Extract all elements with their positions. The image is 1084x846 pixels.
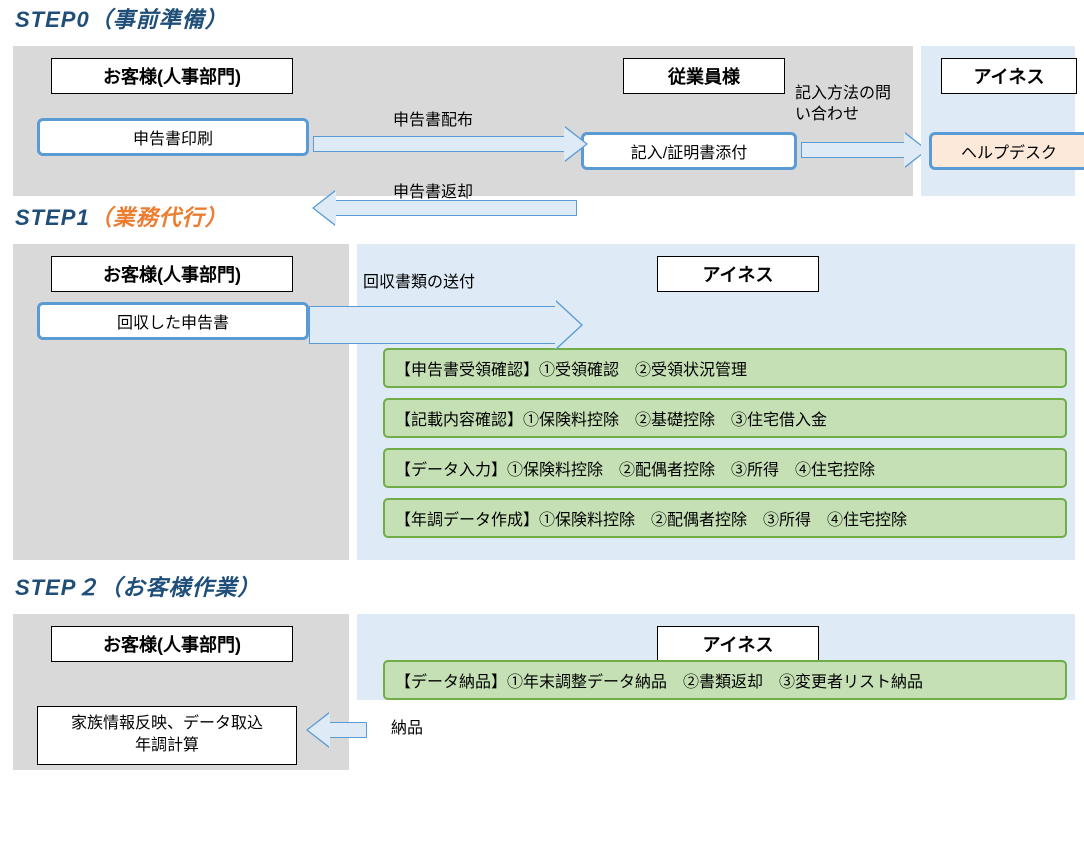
step0-helpdesk-box: ヘルプデスク	[929, 132, 1084, 170]
step0-fill-box: 記入/証明書添付	[581, 132, 797, 170]
step2-family-box: 家族情報反映、データ取込 年調計算	[37, 706, 297, 765]
step1-send-label: 回収書類の送付	[363, 268, 475, 292]
step1-task1: 【申告書受領確認】①受領確認 ②受領状況管理	[383, 348, 1067, 388]
step1-task3: 【データ入力】①保険料控除 ②配偶者控除 ③所得 ④住宅控除	[383, 448, 1067, 488]
step1-task4: 【年調データ作成】①保険料控除 ②配偶者控除 ③所得 ④住宅控除	[383, 498, 1067, 538]
step2-family-text: 家族情報反映、データ取込 年調計算	[71, 715, 263, 754]
step1-collected-box: 回収した申告書	[37, 302, 309, 340]
step1-title-sub: （業務代行）	[90, 205, 228, 230]
step0-distribute-label: 申告書配布	[393, 106, 473, 130]
step2-title-main: STEP２	[15, 575, 99, 600]
step2-right-panel: アイネス 【データ納品】①年末調整データ納品 ②書類返却 ③変更者リスト納品	[357, 614, 1075, 700]
arrow-send	[309, 306, 556, 344]
step0-employee-header: 従業員様	[623, 58, 785, 94]
step2-left-panel: お客様(人事部門) 家族情報反映、データ取込 年調計算	[13, 614, 349, 770]
step2-deliver-label: 納品	[391, 714, 423, 738]
step1-section: STEP1（業務代行） お客様(人事部門) 回収した申告書 アイネス 回収書類の…	[9, 200, 1075, 560]
arrow-deliver	[329, 722, 367, 738]
step0-section: STEP0（事前準備） お客様(人事部門) 従業員様 申告書印刷 記入/証明書添…	[9, 2, 1075, 192]
step1-title: STEP1（業務代行）	[15, 200, 1075, 232]
step0-right-panel: アイネス ヘルプデスク	[921, 46, 1075, 196]
step0-ines-header: アイネス	[941, 58, 1077, 94]
step2-title-sub: （お客様作業）	[99, 575, 260, 600]
step0-print-box: 申告書印刷	[37, 118, 309, 156]
step2-ines-header: アイネス	[657, 626, 819, 662]
arrow-inquiry	[801, 142, 905, 158]
step0-return-label: 申告書返却	[393, 178, 473, 202]
step1-left-panel: お客様(人事部門) 回収した申告書	[13, 244, 349, 560]
step2-section: STEP２（お客様作業） お客様(人事部門) 家族情報反映、データ取込 年調計算…	[9, 570, 1075, 770]
step0-title-sub: （事前準備）	[90, 7, 228, 32]
step2-task5: 【データ納品】①年末調整データ納品 ②書類返却 ③変更者リスト納品	[383, 660, 1067, 700]
step2-title: STEP２（お客様作業）	[15, 570, 1075, 602]
step1-ines-header: アイネス	[657, 256, 819, 292]
step0-inquiry-label: 記入方法の問い合わせ	[795, 84, 905, 126]
step0-title: STEP0（事前準備）	[15, 2, 1075, 34]
step0-title-main: STEP0	[15, 7, 90, 32]
step0-left-panel: お客様(人事部門) 従業員様 申告書印刷 記入/証明書添付 申告書配布 申告書返…	[13, 46, 913, 196]
step2-customer-header: お客様(人事部門)	[51, 626, 293, 662]
step1-task2: 【記載内容確認】①保険料控除 ②基礎控除 ③住宅借入金	[383, 398, 1067, 438]
arrow-distribute	[313, 136, 565, 152]
step1-customer-header: お客様(人事部門)	[51, 256, 293, 292]
step0-customer-header: お客様(人事部門)	[51, 58, 293, 94]
step1-right-panel: アイネス 回収書類の送付 【申告書受領確認】①受領確認 ②受領状況管理 【記載内…	[357, 244, 1075, 560]
step1-title-main: STEP1	[15, 205, 90, 230]
